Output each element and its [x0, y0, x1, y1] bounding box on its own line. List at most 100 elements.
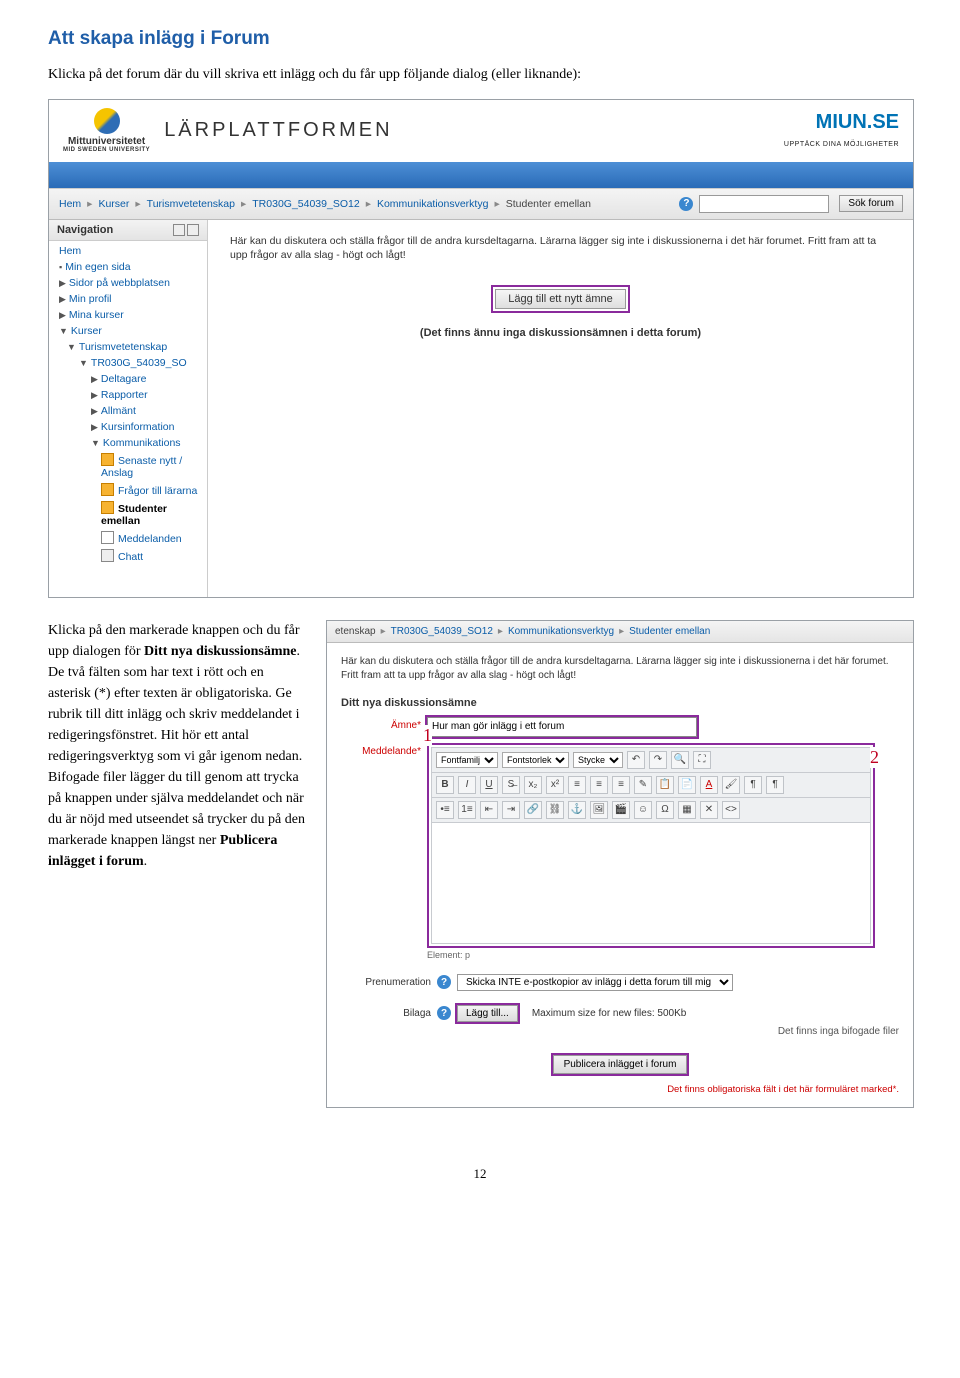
nav-kurs-code[interactable]: ▼TR030G_54039_SO	[49, 355, 207, 371]
nav-allmant[interactable]: ▶Allmänt	[49, 403, 207, 419]
nav-mina-kurser[interactable]: ▶Mina kurser	[49, 307, 207, 323]
media-icon[interactable]: 🎬	[612, 801, 630, 819]
bc-kurser[interactable]: Kurser	[98, 198, 129, 210]
bc2-comm[interactable]: Kommunikationsverktyg	[508, 626, 614, 637]
strike-icon[interactable]: S̶	[502, 776, 520, 794]
nav-chat[interactable]: Chatt	[49, 547, 207, 565]
search-input[interactable]	[699, 195, 829, 213]
bc-course[interactable]: TR030G_54039_SO12	[252, 198, 359, 210]
table-icon[interactable]: ▦	[678, 801, 696, 819]
unlink-icon[interactable]: ⛓	[546, 801, 564, 819]
maxsize-text: Maximum size for new files: 500Kb	[532, 1008, 687, 1019]
anchor-icon[interactable]: ⚓	[568, 801, 586, 819]
clear-icon[interactable]: ✕	[700, 801, 718, 819]
font-size-select[interactable]: Fontstorlek	[502, 752, 569, 768]
bold-icon[interactable]: B	[436, 776, 454, 794]
publish-button[interactable]: Publicera inlägget i forum	[553, 1055, 688, 1074]
align-center-icon[interactable]: ≡	[590, 776, 608, 794]
page-title: Att skapa inlägg i Forum	[48, 28, 912, 50]
header-row: Mittuniversitetet MID SWEDEN UNIVERSITY …	[49, 100, 913, 158]
bc2-0: etenskap	[335, 626, 376, 637]
search-button[interactable]: Sök forum	[839, 195, 903, 212]
rtl-icon[interactable]: ¶	[766, 776, 784, 794]
uni-name: Mittuniversitetet	[68, 136, 145, 147]
indent-icon[interactable]: ⇥	[502, 801, 520, 819]
nav-min-sida[interactable]: ▪Min egen sida	[49, 259, 207, 275]
label-subject: Ämne*	[341, 717, 421, 731]
help-attach-icon[interactable]: ?	[437, 1006, 451, 1020]
blue-bar	[49, 162, 913, 188]
forum-description: Här kan du diskutera och ställa frågor t…	[230, 234, 891, 263]
ul-icon[interactable]: •≡	[436, 801, 454, 819]
breadcrumb-2: etenskap▸ TR030G_54039_SO12▸ Kommunikati…	[327, 621, 913, 643]
editor-highlight: Fontfamilj Fontstorlek Stycke ↶ ↷ 🔍 ⛶ B …	[427, 743, 875, 948]
add-topic-button[interactable]: Lägg till ett nytt ämne	[495, 289, 626, 309]
subscription-select[interactable]: Skicka INTE e-postkopior av inlägg i det…	[457, 974, 733, 991]
align-left-icon[interactable]: ≡	[568, 776, 586, 794]
uni-sub: MID SWEDEN UNIVERSITY	[63, 147, 150, 154]
text-color-icon[interactable]: A	[700, 776, 718, 794]
nav-kurser[interactable]: ▼Kurser	[49, 323, 207, 339]
font-family-select[interactable]: Fontfamilj	[436, 752, 498, 768]
page-number: 12	[48, 1166, 912, 1182]
nav-title: Navigation	[57, 224, 113, 236]
help-sub-icon[interactable]: ?	[437, 975, 451, 989]
nav-kursinfo[interactable]: ▶Kursinformation	[49, 419, 207, 435]
outdent-icon[interactable]: ⇤	[480, 801, 498, 819]
nav-komm[interactable]: ▼Kommunikations	[49, 435, 207, 451]
help-icon[interactable]: ?	[679, 197, 693, 211]
nav-deltagare[interactable]: ▶Deltagare	[49, 371, 207, 387]
image-icon[interactable]: 🖼	[590, 801, 608, 819]
undo-icon[interactable]: ↶	[627, 751, 645, 769]
sup-icon[interactable]: x²	[546, 776, 564, 794]
redo-icon[interactable]: ↷	[649, 751, 667, 769]
collapse-icon[interactable]	[173, 224, 185, 236]
platform-name: LÄRPLATTFORMEN	[164, 119, 392, 142]
ltr-icon[interactable]: ¶	[744, 776, 762, 794]
dock-icon[interactable]	[187, 224, 199, 236]
element-path: Element: p	[427, 950, 875, 960]
bc2-course[interactable]: TR030G_54039_SO12	[391, 626, 493, 637]
underline-icon[interactable]: U	[480, 776, 498, 794]
required-note: Det finns obligatoriska fält i det här f…	[341, 1084, 899, 1095]
style-select[interactable]: Stycke	[573, 752, 623, 768]
nav-senaste[interactable]: Senaste nytt / Anslag	[49, 451, 207, 481]
align-right-icon[interactable]: ≡	[612, 776, 630, 794]
callout-2: 2	[870, 747, 879, 768]
nav-turism[interactable]: ▼Turismvetetenskap	[49, 339, 207, 355]
nav-studenter[interactable]: Studenter emellan	[49, 499, 207, 529]
nav-medd[interactable]: Meddelanden	[49, 529, 207, 547]
navigation-panel: Navigation Hem ▪Min egen sida ▶Sidor på …	[49, 220, 208, 597]
find-icon[interactable]: 🔍	[671, 751, 689, 769]
nav-fragor[interactable]: Frågor till lärarna	[49, 481, 207, 499]
label-message: Meddelande*	[341, 743, 421, 757]
sub-icon[interactable]: x₂	[524, 776, 542, 794]
add-topic-highlight: Lägg till ett nytt ämne	[491, 285, 630, 313]
html-icon[interactable]: <>	[722, 801, 740, 819]
clean-icon[interactable]: ✎	[634, 776, 652, 794]
intro-paragraph: Klicka på det forum där du vill skriva e…	[48, 64, 912, 85]
bc-hem[interactable]: Hem	[59, 198, 81, 210]
paste-word-icon[interactable]: 📄	[678, 776, 696, 794]
nav-sidor[interactable]: ▶Sidor på webbplatsen	[49, 275, 207, 291]
nav-hem[interactable]: Hem	[49, 243, 207, 259]
bc2-current[interactable]: Studenter emellan	[629, 626, 710, 637]
nav-profil[interactable]: ▶Min profil	[49, 291, 207, 307]
paste-icon[interactable]: 📋	[656, 776, 674, 794]
editor-textarea[interactable]	[431, 822, 871, 944]
char-icon[interactable]: Ω	[656, 801, 674, 819]
italic-icon[interactable]: I	[458, 776, 476, 794]
ol-icon[interactable]: 1≡	[458, 801, 476, 819]
bc-subject[interactable]: Turismvetetenskap	[147, 198, 235, 210]
bg-color-icon[interactable]: 🖌	[722, 776, 740, 794]
subject-input[interactable]	[427, 717, 697, 737]
nav-rapporter[interactable]: ▶Rapporter	[49, 387, 207, 403]
bc-comm[interactable]: Kommunikationsverktyg	[377, 198, 488, 210]
emoji-icon[interactable]: ☺	[634, 801, 652, 819]
new-topic-title: Ditt nya diskussionsämne	[341, 697, 899, 709]
no-topics-message: (Det finns ännu inga diskussionsämnen i …	[230, 327, 891, 339]
callout-1: 1	[423, 725, 432, 746]
attach-button[interactable]: Lägg till...	[457, 1005, 518, 1022]
fullscreen-icon[interactable]: ⛶	[693, 751, 711, 769]
link-icon[interactable]: 🔗	[524, 801, 542, 819]
